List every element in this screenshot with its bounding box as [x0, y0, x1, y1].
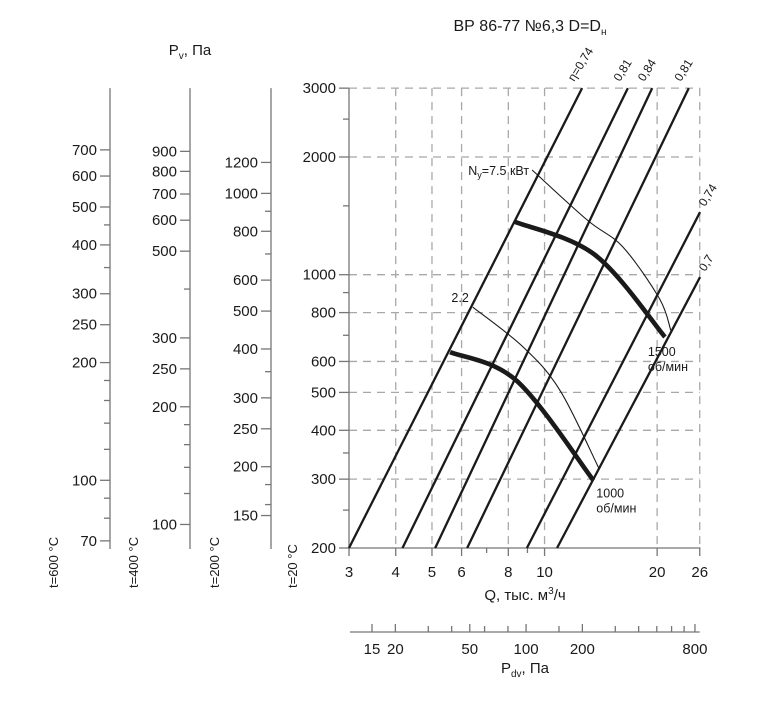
pdv-scale: 15 20 50 100 200 800 — [350, 624, 707, 658]
pdv-tick-label: 800 — [682, 641, 707, 658]
pressure-scale-20: 200 300 400 500 600 800 1000 2000 3000 t=20 °C — [285, 80, 350, 588]
x-tick-label: 26 — [691, 564, 708, 581]
scale-tick-label: 200 — [72, 355, 97, 372]
pressure-scale-400: 100 200 250 300 500 600 700 800 900 t=400 °C — [126, 88, 191, 588]
x-tick-label: 5 — [428, 564, 436, 581]
scale-tick-label: 600 — [311, 353, 336, 370]
scale-tick-label: 300 — [311, 471, 336, 488]
scale-tick-label: 900 — [152, 143, 177, 160]
efficiency-line — [347, 87, 584, 549]
scale-tick-label: 200 — [311, 540, 336, 557]
temperature-label: t=600 °C — [46, 537, 61, 588]
efficiency-line — [401, 87, 629, 549]
rpm-label: 1000 об/мин — [596, 486, 636, 515]
scale-tick-label: 600 — [152, 212, 177, 229]
efficiency-line — [466, 87, 690, 549]
scale-tick-label: 500 — [233, 303, 258, 320]
temperature-label: t=400 °C — [126, 537, 141, 588]
power-label: Nу=7.5 кВт — [468, 164, 529, 180]
rpm-curve — [514, 219, 667, 339]
scale-tick-label: 800 — [311, 305, 336, 322]
pressure-scale-200: 150 200 250 300 400 500 600 800 1000 1200 t=200 °C — [207, 88, 272, 588]
scale-tick-label: 600 — [72, 168, 97, 185]
scale-tick-label: 500 — [72, 199, 97, 216]
pdv-tick-label: 50 — [461, 641, 478, 658]
scale-tick-label: 200 — [152, 399, 177, 416]
x-tick-label: 6 — [457, 564, 465, 581]
x-tick-label: 4 — [392, 564, 400, 581]
pdv-tick-label: 200 — [570, 641, 595, 658]
scale-tick-label: 2000 — [303, 149, 336, 166]
scale-tick-label: 500 — [152, 243, 177, 260]
scale-tick-label: 800 — [233, 223, 258, 240]
efficiency-lines: η=0,74 0,81 0,84 0,810,740,7 — [347, 45, 720, 549]
x-axis: 3 4 5 6 8 10 20 26 — [345, 547, 708, 581]
scale-tick-label: 100 — [152, 516, 177, 533]
scale-tick-label: 800 — [152, 163, 177, 180]
scale-tick-label: 70 — [80, 533, 97, 550]
scale-tick-label: 1000 — [303, 267, 336, 284]
power-curve — [472, 306, 600, 468]
scale-tick-label: 250 — [152, 361, 177, 378]
chart-title-text: ВР 86-77 №6,3 D=D — [453, 18, 601, 35]
power-curves: Nу=7.5 кВт 2.2 — [451, 164, 672, 468]
scale-tick-label: 1200 — [225, 154, 258, 171]
scale-tick-label: 100 — [72, 472, 97, 489]
x-tick-label: 10 — [536, 564, 553, 581]
scale-tick-label: 300 — [233, 390, 258, 407]
scale-tick-label: 300 — [72, 286, 97, 303]
scale-tick-label: 600 — [233, 272, 258, 289]
scale-tick-label: 400 — [311, 422, 336, 439]
q-axis-title: Q, тыс. м3/ч — [484, 586, 566, 604]
scale-tick-label: 700 — [72, 142, 97, 159]
efficiency-label: 0,74 — [696, 181, 720, 209]
pdv-tick-label: 20 — [387, 641, 404, 658]
pressure-scale-600: 70 100 200 250 300 400 500 600 700 t=600 °C — [46, 88, 111, 588]
pdv-tick-label: 15 — [364, 641, 381, 658]
pdv-axis-title: Pdv, Па — [500, 660, 550, 680]
scale-tick-label: 300 — [152, 330, 177, 347]
scale-tick-label: 400 — [72, 237, 97, 254]
scale-tick-label: 400 — [233, 341, 258, 358]
efficiency-line — [556, 276, 702, 549]
scale-tick-label: 200 — [233, 459, 258, 476]
x-tick-label: 8 — [504, 564, 512, 581]
scale-tick-label: 500 — [311, 384, 336, 401]
rpm-curve — [449, 349, 596, 482]
pdv-tick-label: 100 — [514, 641, 539, 658]
scale-tick-label: 3000 — [303, 80, 336, 97]
scale-tick-label: 250 — [72, 317, 97, 334]
efficiency-label: 0,84 — [635, 56, 659, 84]
power-curve — [531, 169, 672, 331]
chart-title-subscript: н — [600, 27, 607, 39]
temperature-label: t=200 °C — [207, 537, 222, 588]
rpm-curves: 1000 об/мин 1500 об/мин — [449, 219, 688, 515]
scale-tick-label: 1000 — [225, 185, 258, 202]
efficiency-line — [525, 211, 702, 549]
scale-tick-label: 150 — [233, 508, 258, 525]
power-label: 2.2 — [451, 291, 468, 305]
efficiency-line — [434, 87, 654, 549]
x-tick-label: 3 — [345, 564, 353, 581]
chart-title: ВР 86-77 №6,3 D=Dн — [330, 18, 730, 38]
efficiency-label: 0,7 — [696, 252, 717, 274]
grid-lines — [349, 87, 701, 548]
efficiency-label: 0,81 — [671, 56, 695, 84]
scale-tick-label: 700 — [152, 186, 177, 203]
x-tick-label: 20 — [649, 564, 666, 581]
rpm-label: 1500 об/мин — [648, 345, 688, 374]
scale-tick-label: 250 — [233, 421, 258, 438]
temperature-label: t=20 °C — [285, 544, 300, 588]
pv-axis-title: Pv, Па — [168, 42, 212, 62]
efficiency-label: η=0,74 — [565, 45, 597, 84]
efficiency-label: 0,81 — [611, 56, 635, 84]
